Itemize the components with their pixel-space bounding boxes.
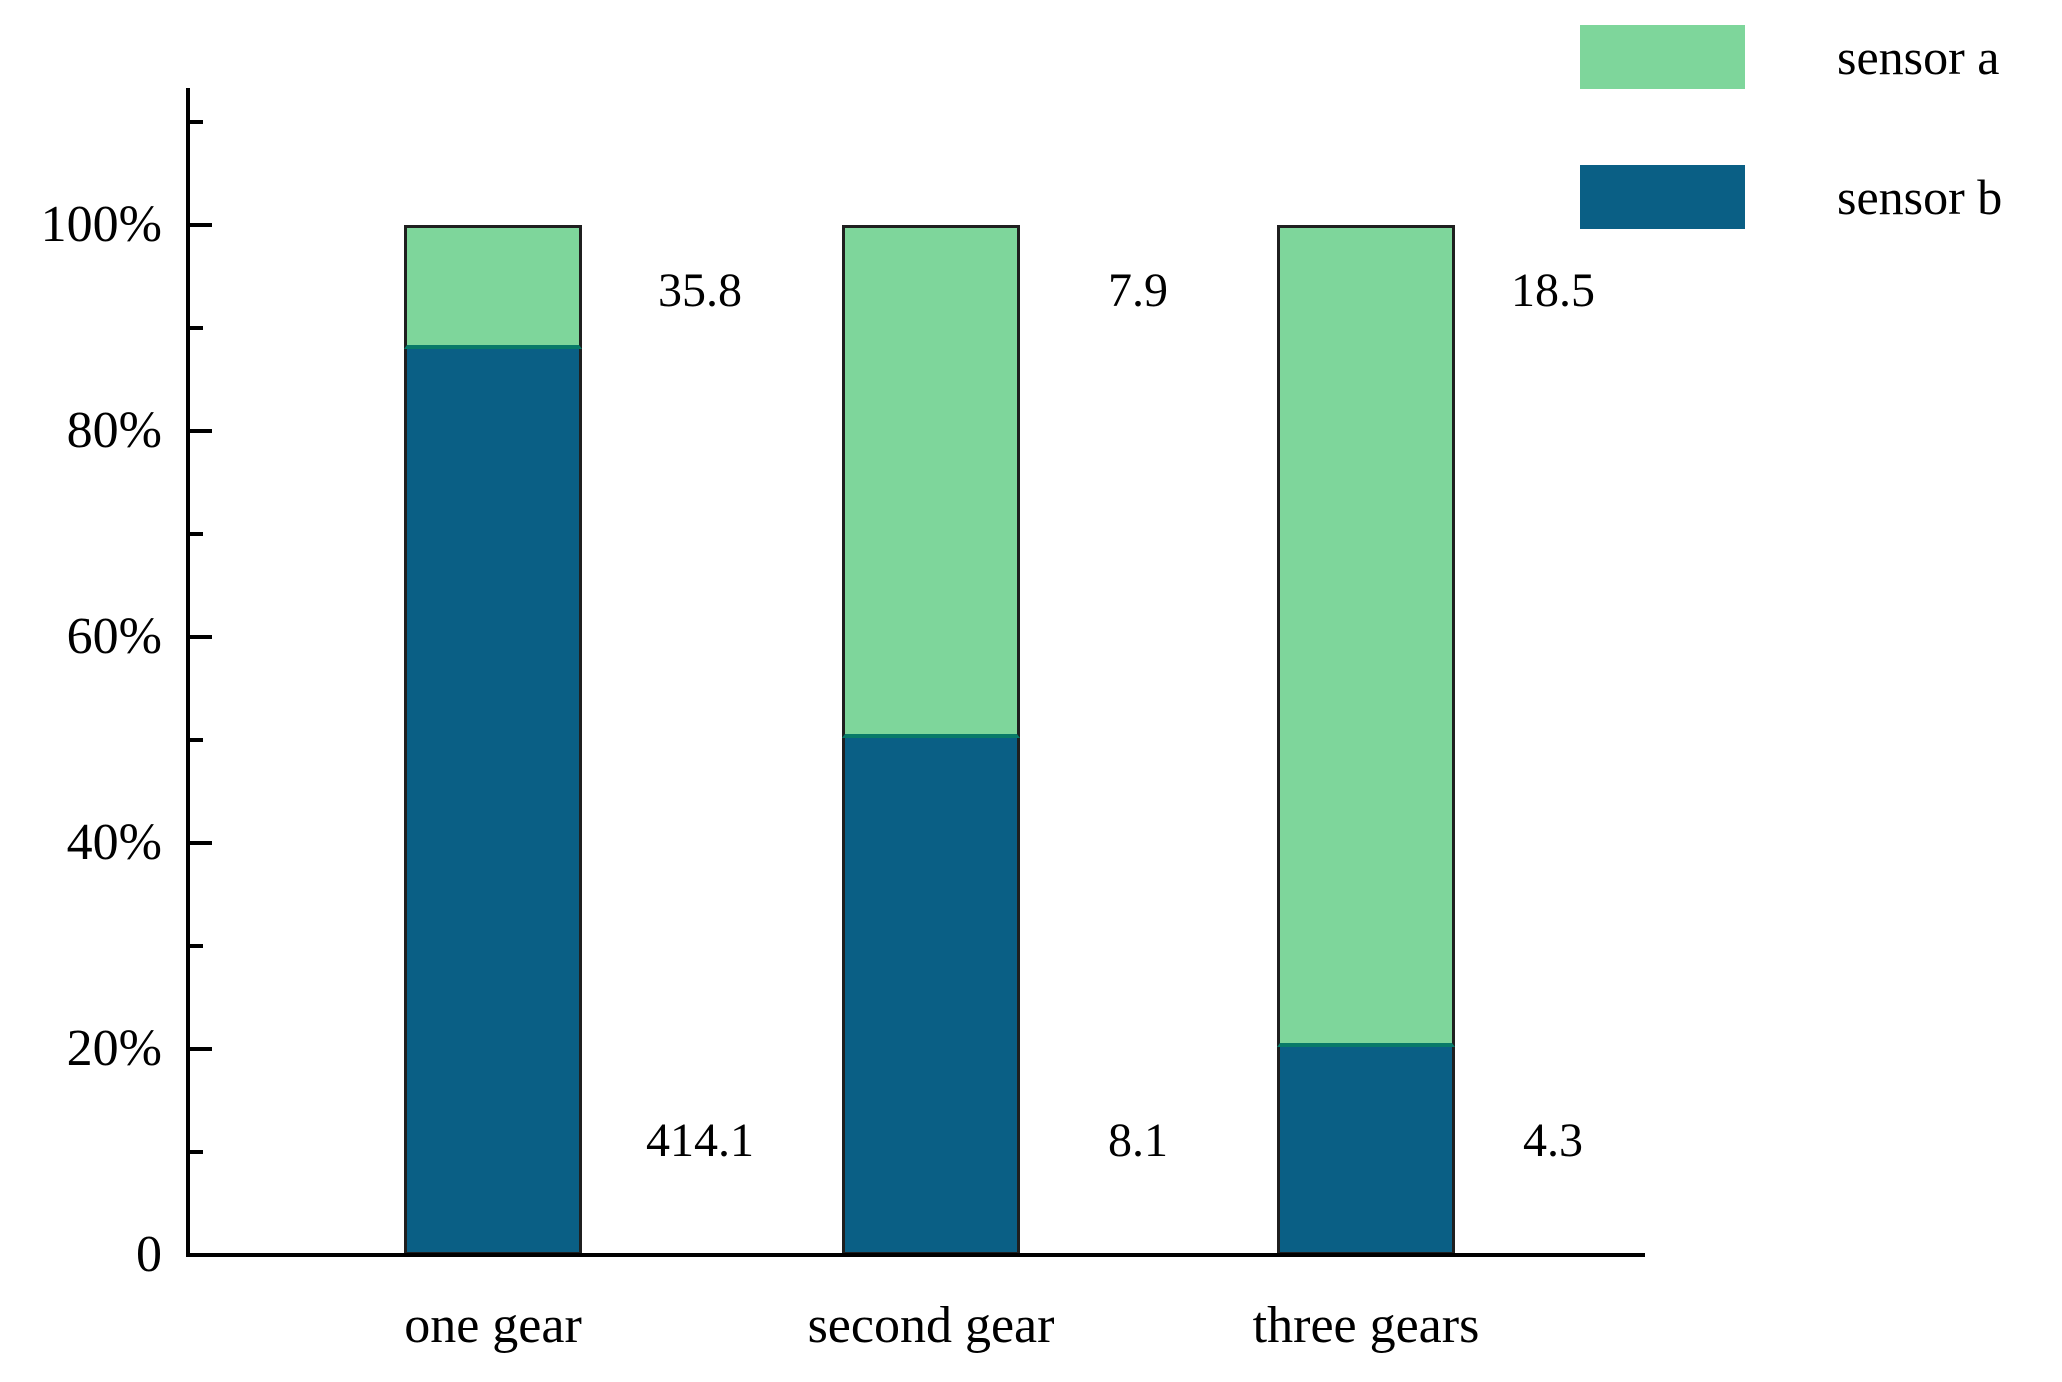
y-minor-tick — [190, 532, 203, 536]
value-label-sensor-a: 18.5 — [1511, 264, 1595, 317]
y-minor-tick — [190, 1150, 203, 1154]
x-axis-line — [186, 1253, 1645, 1257]
y-major-tick — [190, 1253, 212, 1257]
y-tick-label: 40% — [66, 814, 162, 871]
legend-swatch-sensor-a — [1580, 25, 1745, 89]
y-tick-label: 0 — [136, 1226, 162, 1283]
y-minor-tick — [190, 120, 203, 124]
y-tick-label: 100% — [40, 196, 162, 253]
y-tick-label: 60% — [66, 608, 162, 665]
y-major-tick — [190, 1047, 212, 1051]
y-axis-line — [186, 88, 190, 1257]
bar-segment-sensor-a — [842, 225, 1020, 738]
legend-item-sensor-a: sensor a — [1580, 25, 1999, 89]
legend-label-sensor-a: sensor a — [1837, 29, 2000, 85]
bar-segment-sensor-a — [1277, 225, 1455, 1047]
y-minor-tick — [190, 738, 203, 742]
value-label-sensor-b: 414.1 — [646, 1114, 754, 1167]
legend-swatch-sensor-b — [1580, 165, 1745, 229]
x-category-label: second gear — [807, 1297, 1055, 1354]
legend-item-sensor-b: sensor b — [1580, 165, 2002, 229]
value-label-sensor-a: 35.8 — [658, 264, 742, 317]
bar-segment-sensor-b — [1277, 1046, 1455, 1255]
y-tick-label: 20% — [66, 1020, 162, 1077]
legend-label-sensor-b: sensor b — [1837, 169, 2003, 225]
y-major-tick — [190, 223, 212, 227]
bar-segment-sensor-b — [404, 348, 582, 1255]
x-category-label: three gears — [1252, 1297, 1480, 1354]
y-tick-label: 80% — [66, 402, 162, 459]
bar-segment-sensor-a — [404, 225, 582, 349]
y-minor-tick — [190, 944, 203, 948]
value-label-sensor-b: 4.3 — [1523, 1114, 1583, 1167]
bar-segment-sensor-b — [842, 737, 1020, 1255]
y-major-tick — [190, 635, 212, 639]
value-label-sensor-b: 8.1 — [1108, 1114, 1168, 1167]
y-major-tick — [190, 841, 212, 845]
y-major-tick — [190, 429, 212, 433]
x-category-label: one gear — [404, 1297, 582, 1354]
value-label-sensor-a: 7.9 — [1108, 264, 1168, 317]
y-minor-tick — [190, 326, 203, 330]
